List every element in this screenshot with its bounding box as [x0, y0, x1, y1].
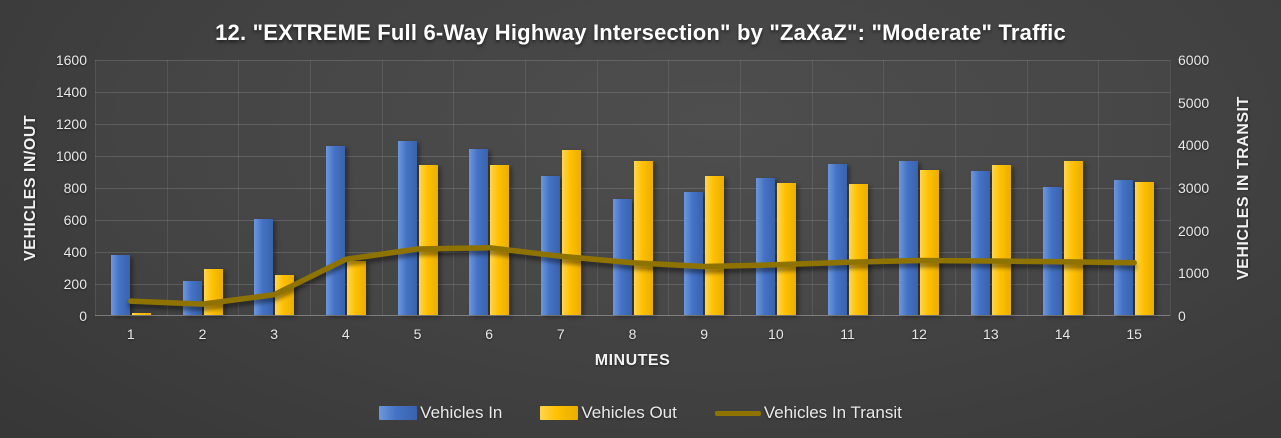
transit-line-layer: [128, 244, 1137, 307]
x-axis-baseline: [95, 315, 1170, 316]
vehicles-out-bar: [849, 184, 868, 315]
x-axis-tick-label: 15: [1126, 326, 1142, 342]
left-axis-tick-label: 400: [63, 244, 87, 260]
x-axis-tick-label: 8: [628, 326, 637, 342]
gridline-horizontal: [95, 220, 1170, 221]
right-axis-tick-label: 3000: [1178, 180, 1210, 196]
vehicles-out-bar: [490, 165, 509, 315]
vehicles-out-bar: [705, 176, 724, 315]
gridline-vertical: [597, 60, 598, 316]
gridline-vertical: [1170, 60, 1171, 316]
vehicles-in-bar: [1043, 187, 1062, 315]
legend: Vehicles In Vehicles Out Vehicles In Trans…: [0, 398, 1281, 428]
x-axis-tick-label: 1: [126, 326, 135, 342]
vehicles-out-bar: [347, 261, 366, 315]
gridline-vertical: [955, 60, 956, 316]
gridline-vertical: [812, 60, 813, 316]
vehicles-in-bar: [756, 178, 775, 315]
x-axis-tick-label: 5: [413, 326, 422, 342]
gridline-horizontal: [95, 252, 1170, 253]
legend-item: Vehicles In Transit: [714, 403, 902, 423]
vehicles-in-bar: [398, 141, 417, 315]
gridline-vertical: [525, 60, 526, 316]
vehicles-out-bar: [777, 183, 796, 315]
legend-label: Vehicles Out: [581, 403, 677, 422]
gridline-horizontal: [95, 156, 1170, 157]
right-axis-tick-label: 6000: [1178, 52, 1210, 68]
vehicles-out-bar: [419, 165, 438, 315]
vehicles-in-bar: [111, 255, 130, 315]
legend-bar-swatch: [379, 406, 418, 420]
right-axis-tick-label: 4000: [1178, 137, 1210, 154]
vehicles-in-bar: [469, 149, 488, 315]
left-axis-tick-label: 1400: [55, 84, 87, 100]
chart-title: 12. "EXTREME Full 6-Way Highway Intersec…: [215, 20, 1066, 45]
left-axis-tick-label: 600: [63, 212, 87, 228]
vehicles-in-transit-line: [128, 244, 1137, 307]
left-axis-tick-label: 1200: [55, 116, 87, 132]
gridline-vertical: [1027, 60, 1028, 316]
gridline-horizontal: [95, 92, 1170, 93]
vehicles-in-bar: [613, 199, 632, 315]
vehicles-in-bar: [1114, 180, 1133, 315]
legend-bar-swatch: [540, 406, 579, 420]
legend-item: Vehicles In: [379, 403, 502, 423]
gridline-vertical: [310, 60, 311, 316]
vehicles-in-bar: [971, 171, 990, 315]
vehicles-out-bar: [634, 161, 653, 315]
vehicles-out-bar: [1064, 161, 1083, 315]
vehicles-out-bar: [1135, 182, 1154, 315]
left-axis-tick-label: 200: [63, 276, 87, 292]
vehicles-in-bar: [828, 164, 847, 315]
gridline-vertical: [382, 60, 383, 316]
vehicles-in-bar: [326, 146, 345, 315]
plot-area: [95, 60, 1171, 316]
gridline-vertical: [1098, 60, 1099, 316]
x-axis-tick-label: 7: [556, 326, 565, 342]
legend-label: Vehicles In Transit: [763, 403, 902, 422]
x-axis-tick-label: 2: [198, 326, 207, 342]
gridline-vertical: [238, 60, 239, 316]
gridline-vertical: [668, 60, 669, 316]
gridline-vertical: [95, 60, 96, 316]
gridline-horizontal: [95, 188, 1170, 189]
left-axis-tick-label: 1000: [55, 148, 87, 164]
right-axis-tick-label: 0: [1178, 308, 1186, 324]
gridline-vertical: [167, 60, 168, 316]
x-axis-title: MINUTES: [594, 352, 671, 369]
gridline-vertical: [883, 60, 884, 316]
vehicles-out-bar: [992, 165, 1011, 315]
gridline-horizontal: [95, 124, 1170, 125]
x-axis-tick-label: 6: [485, 326, 494, 342]
vehicles-out-bar: [562, 150, 581, 315]
gridline-vertical: [740, 60, 741, 316]
left-axis-tick-label: 1600: [55, 52, 87, 68]
gridline-horizontal: [95, 284, 1170, 285]
vehicles-in-bar: [899, 161, 918, 315]
vehicles-in-bar: [684, 192, 703, 315]
vehicles-out-bar: [920, 170, 939, 315]
x-axis-tick-label: 9: [700, 326, 709, 342]
legend-label: Vehicles In: [420, 403, 503, 422]
x-axis-tick-label: 13: [983, 326, 999, 342]
x-axis-tick-label: 4: [341, 326, 350, 342]
x-axis-tick-label: 11: [840, 326, 855, 342]
x-axis-tick-label: 10: [768, 326, 784, 342]
legend-item: Vehicles Out: [540, 403, 677, 423]
gridline-horizontal: [95, 60, 1170, 61]
right-axis-tick-label: 5000: [1178, 94, 1210, 111]
left-axis-tick-label: 800: [63, 180, 87, 196]
vehicles-in-bar: [254, 219, 273, 315]
left-axis-tick-label: 0: [79, 308, 87, 324]
vehicles-in-bar: [541, 176, 560, 315]
x-axis-tick-label: 12: [911, 326, 927, 342]
x-axis-tick-label: 3: [270, 326, 279, 342]
vehicles-out-bar: [132, 313, 151, 315]
gridline-vertical: [453, 60, 454, 316]
right-axis-tick-label: 2000: [1178, 222, 1210, 239]
x-axis-tick-label: 14: [1054, 326, 1071, 342]
legend-line-swatch: [714, 410, 761, 416]
right-axis-tick-label: 1000: [1178, 265, 1210, 282]
